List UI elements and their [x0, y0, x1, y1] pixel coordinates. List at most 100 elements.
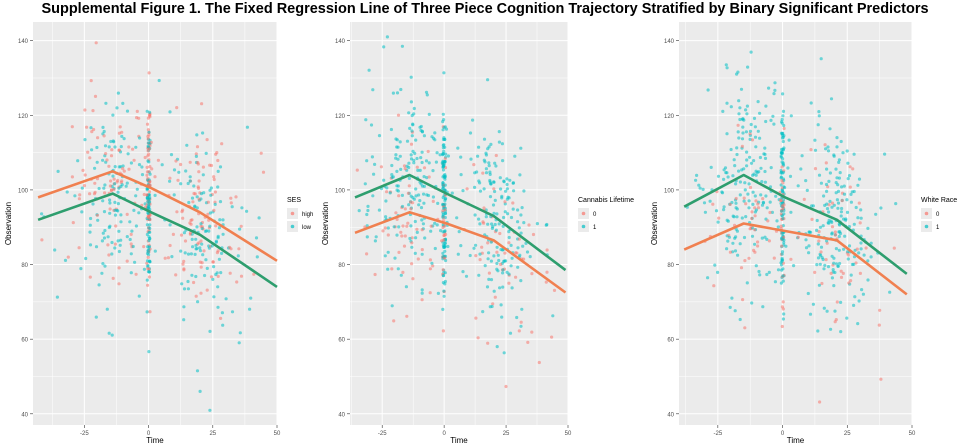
data-point [789, 257, 793, 261]
data-point [443, 271, 447, 275]
data-point [802, 197, 806, 201]
data-point [148, 113, 152, 118]
data-point [457, 230, 461, 234]
data-point [492, 254, 496, 258]
data-point [409, 100, 413, 104]
regression-line-1 [683, 173, 908, 275]
data-point [102, 134, 106, 138]
data-point [186, 181, 190, 186]
data-point [128, 237, 132, 242]
data-point [119, 238, 123, 242]
data-point [177, 170, 181, 174]
data-point [781, 307, 785, 311]
data-point [776, 225, 780, 229]
data-point [738, 117, 742, 122]
data-point [753, 250, 757, 254]
data-point [148, 179, 152, 184]
data-point [190, 218, 194, 222]
x-tick-label: 25 [209, 431, 216, 437]
data-point [206, 212, 210, 216]
data-point [137, 294, 141, 298]
data-point [198, 260, 202, 264]
data-point [121, 167, 125, 171]
data-point [441, 120, 445, 124]
data-point [406, 191, 410, 195]
data-point [883, 152, 887, 156]
data-point [129, 271, 133, 275]
data-point [237, 341, 241, 345]
data-point [124, 184, 128, 188]
data-point [748, 129, 753, 133]
data-point [698, 186, 702, 190]
data-point [396, 267, 400, 271]
data-point [735, 215, 739, 219]
data-point [753, 228, 757, 232]
data-point [753, 135, 758, 139]
data-point [101, 199, 105, 203]
data-point [754, 208, 759, 212]
data-point [807, 244, 811, 248]
data-point [738, 193, 742, 197]
data-point [108, 201, 112, 205]
data-point [119, 213, 123, 217]
data-point [780, 120, 784, 124]
data-point [835, 145, 839, 149]
data-point [869, 255, 873, 259]
data-point [116, 178, 120, 183]
data-point [238, 331, 242, 335]
data-point [706, 276, 710, 280]
data-point [220, 142, 224, 146]
observation-points [685, 50, 898, 404]
data-point [90, 130, 94, 134]
data-point [484, 167, 488, 171]
data-point [477, 273, 481, 277]
data-point [185, 143, 189, 147]
data-point [83, 138, 87, 142]
data-point [764, 119, 768, 124]
data-point [731, 214, 735, 218]
data-point [729, 147, 733, 152]
data-point [212, 265, 216, 269]
data-point [471, 118, 475, 122]
data-point [396, 145, 400, 149]
data-point [510, 256, 514, 260]
data-point [520, 206, 524, 210]
data-point [385, 190, 389, 194]
data-point [212, 295, 216, 299]
data-point [501, 159, 505, 163]
data-point [852, 303, 856, 307]
data-point [138, 136, 142, 140]
data-point [477, 145, 481, 149]
data-point [788, 174, 793, 178]
y-tick-label: 60 [338, 338, 345, 344]
data-point [405, 314, 409, 318]
data-point [199, 291, 203, 295]
x-tick-label: 0 [442, 431, 446, 437]
data-point [837, 248, 841, 252]
data-point [487, 251, 491, 255]
data-point [519, 231, 523, 235]
data-point [734, 206, 738, 210]
data-point [210, 244, 214, 248]
data-point [754, 169, 758, 173]
data-point [489, 142, 493, 146]
data-point [444, 232, 448, 237]
data-point [386, 233, 390, 237]
data-point [744, 202, 748, 206]
data-point [385, 35, 389, 39]
data-point [145, 165, 149, 169]
y-tick-label: 100 [18, 188, 29, 194]
data-point [792, 264, 796, 268]
data-point [184, 169, 188, 173]
data-point [239, 274, 244, 278]
data-point [420, 288, 424, 292]
data-point [394, 211, 398, 215]
data-point [425, 193, 429, 197]
data-point [819, 245, 824, 249]
data-point [817, 239, 821, 243]
regression-line-0 [354, 211, 567, 294]
data-point [357, 209, 361, 213]
data-point [713, 263, 717, 267]
data-point [413, 219, 417, 224]
data-point [412, 106, 416, 111]
